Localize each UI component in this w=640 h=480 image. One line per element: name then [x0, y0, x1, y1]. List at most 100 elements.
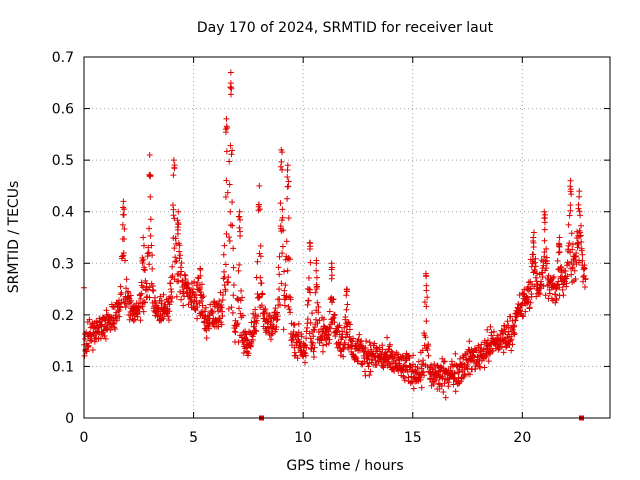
- data-point-peak: [227, 91, 234, 98]
- data-point: [451, 370, 458, 377]
- data-point-peak: [576, 188, 583, 195]
- data-point: [581, 265, 588, 272]
- data-point: [425, 352, 432, 359]
- data-point: [117, 283, 124, 290]
- data-point: [537, 291, 544, 298]
- data-point-peak: [313, 284, 320, 291]
- data-point: [199, 294, 206, 301]
- data-point: [417, 376, 424, 383]
- data-point: [194, 279, 201, 286]
- data-point: [580, 264, 587, 271]
- data-point: [367, 368, 374, 375]
- data-point: [149, 265, 156, 272]
- data-point: [546, 290, 553, 297]
- data-point: [230, 281, 237, 288]
- data-point: [264, 318, 271, 325]
- data-point: [175, 278, 182, 285]
- data-point: [229, 309, 236, 316]
- data-point: [531, 266, 538, 273]
- data-point: [141, 264, 148, 271]
- data-point: [239, 294, 246, 301]
- data-point-peak: [306, 245, 313, 252]
- data-point: [513, 313, 520, 320]
- data-point: [150, 287, 157, 294]
- data-point: [525, 279, 532, 286]
- data-point: [343, 306, 350, 313]
- data-point: [542, 292, 549, 299]
- data-point-peak: [279, 166, 286, 173]
- data-point: [312, 289, 319, 296]
- data-point: [221, 268, 228, 275]
- y-tick-label: 0.2: [52, 308, 74, 324]
- data-point: [287, 296, 294, 303]
- data-point: [236, 261, 243, 268]
- data-point: [216, 315, 223, 322]
- data-point: [176, 242, 183, 249]
- data-point-peak: [328, 260, 335, 267]
- data-point: [524, 294, 531, 301]
- data-point: [191, 294, 198, 301]
- data-point-peak: [541, 226, 548, 233]
- data-point: [543, 265, 550, 272]
- data-point: [509, 341, 516, 348]
- data-point: [168, 288, 175, 295]
- data-point: [171, 215, 178, 222]
- data-point: [579, 251, 586, 258]
- data-point: [276, 253, 283, 260]
- data-point: [377, 358, 384, 365]
- data-point: [379, 346, 386, 353]
- data-point-peak: [170, 157, 177, 164]
- data-point: [449, 361, 456, 368]
- data-point-peak: [529, 258, 536, 265]
- data-point: [236, 305, 243, 312]
- data-point: [180, 302, 187, 309]
- data-point: [142, 277, 149, 284]
- data-point: [386, 361, 393, 368]
- data-point: [133, 309, 140, 316]
- data-point: [173, 240, 180, 247]
- data-point: [83, 347, 90, 354]
- data-point: [320, 342, 327, 349]
- data-point-peak: [237, 228, 244, 235]
- data-point: [116, 307, 123, 314]
- data-point: [121, 225, 128, 232]
- data-point: [127, 312, 134, 319]
- data-point: [253, 328, 260, 335]
- plot-frame: [83, 56, 611, 419]
- data-point: [522, 308, 529, 315]
- data-point: [579, 257, 586, 264]
- data-point: [130, 317, 137, 324]
- data-point: [562, 267, 569, 274]
- data-point: [176, 255, 183, 262]
- data-point: [146, 261, 153, 268]
- data-point: [278, 280, 285, 287]
- data-point: [157, 293, 164, 300]
- data-point-peak: [575, 201, 582, 208]
- data-point-peak: [576, 208, 583, 215]
- data-point: [151, 303, 158, 310]
- data-point: [507, 337, 514, 344]
- data-point-peak: [146, 151, 153, 158]
- data-point: [147, 216, 154, 223]
- data-point: [166, 301, 173, 308]
- data-point: [300, 353, 307, 360]
- data-point-peak: [284, 162, 291, 169]
- data-point: [544, 282, 551, 289]
- data-point: [147, 193, 154, 200]
- data-point: [223, 177, 230, 184]
- data-point: [285, 215, 292, 222]
- data-point: [230, 264, 237, 271]
- data-point: [252, 306, 259, 313]
- data-point: [203, 335, 210, 342]
- data-point: [552, 286, 559, 293]
- data-point: [352, 353, 359, 360]
- data-point: [141, 267, 148, 274]
- data-point: [452, 388, 459, 395]
- data-point: [421, 299, 428, 306]
- data-point-peak: [256, 182, 263, 189]
- data-point: [286, 306, 293, 313]
- data-point: [325, 331, 332, 338]
- data-point: [178, 259, 185, 266]
- data-point: [534, 270, 541, 277]
- data-point: [410, 385, 417, 392]
